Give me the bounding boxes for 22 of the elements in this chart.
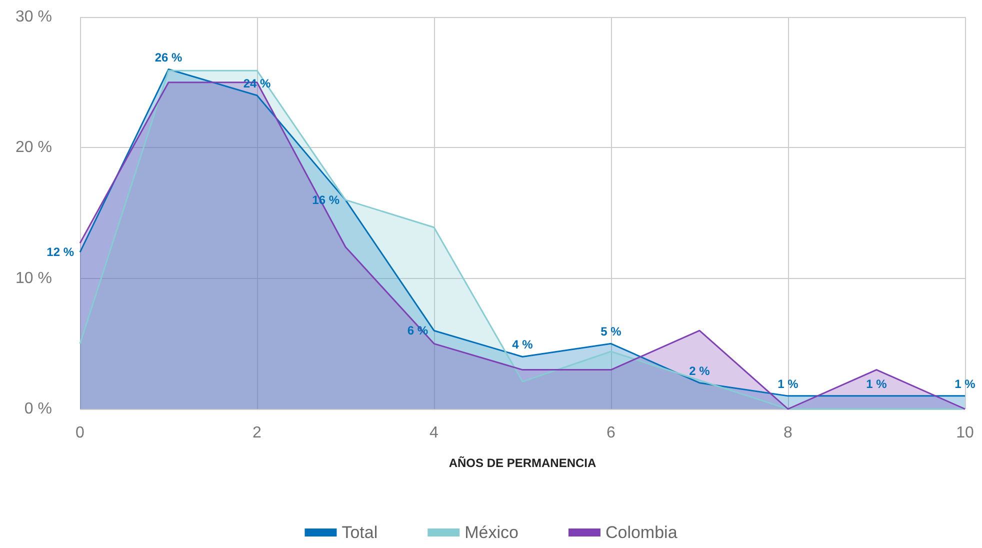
y-tick-label: 30 % bbox=[16, 8, 52, 26]
x-tick-label: 10 bbox=[956, 424, 974, 442]
data-label: 5 % bbox=[600, 324, 622, 339]
data-label: 1 % bbox=[866, 376, 888, 391]
x-tick-label: 0 bbox=[76, 424, 85, 442]
data-label: 12 % bbox=[46, 245, 74, 260]
x-tick-label: 4 bbox=[430, 424, 439, 442]
data-label: 1 % bbox=[778, 376, 799, 391]
x-axis-title: AÑOS DE PERMANENCIA bbox=[448, 456, 596, 470]
x-tick-label: 8 bbox=[784, 424, 793, 442]
y-tick-label: 0 % bbox=[24, 400, 52, 418]
x-tick-label: 2 bbox=[252, 424, 262, 442]
legend-label: Total bbox=[342, 523, 378, 542]
legend-label: México bbox=[464, 523, 518, 542]
y-tick-label: 20 % bbox=[16, 139, 52, 156]
y-tick-label: 10 % bbox=[16, 270, 52, 287]
data-label: 1 % bbox=[954, 376, 976, 391]
x-tick-label: 6 bbox=[606, 424, 616, 442]
data-label: 4 % bbox=[512, 338, 534, 352]
legend-label: Colombia bbox=[605, 523, 678, 542]
data-label: 2 % bbox=[689, 364, 710, 378]
data-label: 26 % bbox=[154, 50, 182, 64]
